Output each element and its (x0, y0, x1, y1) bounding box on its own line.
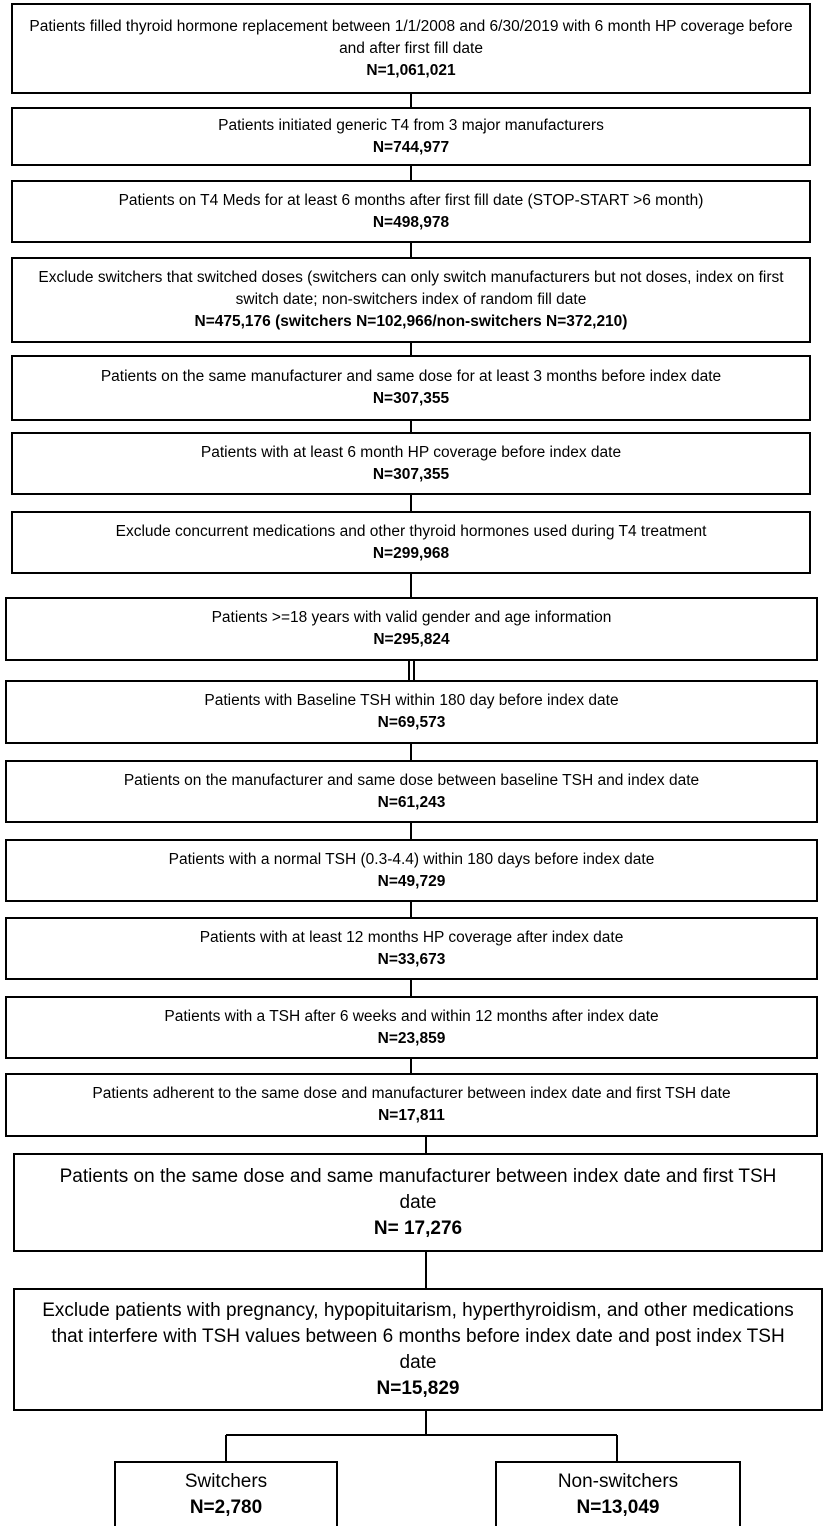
step-description: Exclude concurrent medications and other… (115, 522, 707, 540)
step-count: N=299,968 (372, 544, 450, 562)
step-description: Patients on the same dose and same manuf… (59, 1165, 777, 1213)
group-label: Switchers (184, 1470, 268, 1492)
step-box: Patients >=18 years with valid gender an… (5, 597, 818, 661)
step-count: N=498,978 (372, 213, 450, 231)
step-description: Patients initiated generic T4 from 3 maj… (218, 116, 604, 134)
group-count: N=2,780 (189, 1496, 263, 1518)
step-box: Patients on the same dose and same manuf… (13, 1153, 823, 1252)
step-count: N=1,061,021 (366, 61, 456, 79)
step-box: Patients on T4 Meds for at least 6 month… (11, 180, 811, 243)
step-box: Exclude switchers that switched doses (s… (11, 257, 811, 343)
step-box: Patients with a normal TSH (0.3-4.4) wit… (5, 839, 818, 902)
step-count: N=307,355 (372, 465, 450, 483)
step-description: Exclude switchers that switched doses (s… (38, 269, 784, 308)
step-box: Patients adherent to the same dose and m… (5, 1073, 818, 1137)
step-description: Patients with a TSH after 6 weeks and wi… (164, 1007, 659, 1025)
step-count: N=295,824 (373, 631, 450, 648)
group-box-non-switchers: Non-switchers N=13,049 (495, 1461, 741, 1526)
step-box: Patients with Baseline TSH within 180 da… (5, 680, 818, 744)
step-description: Patients on the manufacturer and same do… (123, 771, 700, 789)
step-count: N=307,355 (372, 390, 450, 407)
step-box: Patients on the same manufacturer and sa… (11, 355, 811, 421)
step-description: Patients with Baseline TSH within 180 da… (204, 692, 619, 709)
step-box: Exclude patients with pregnancy, hypopit… (13, 1288, 823, 1411)
step-description: Patients adherent to the same dose and m… (92, 1085, 731, 1102)
step-description: Patients filled thyroid hormone replacem… (29, 17, 793, 57)
step-description: Patients >=18 years with valid gender an… (211, 609, 612, 626)
step-description: Patients on T4 Meds for at least 6 month… (118, 191, 704, 209)
group-box-switchers: Switchers N=2,780 (114, 1461, 338, 1526)
step-count: N=15,829 (376, 1377, 460, 1399)
step-box: Patients with at least 12 months HP cove… (5, 917, 818, 980)
step-box: Patients with a TSH after 6 weeks and wi… (5, 996, 818, 1059)
step-count: N=475,176 (switchers N=102,966/non-switc… (194, 313, 628, 330)
step-count: N=744,977 (372, 138, 450, 156)
step-count: N=23,859 (377, 1029, 446, 1047)
step-box: Patients on the manufacturer and same do… (5, 760, 818, 823)
step-box: Patients with at least 6 month HP covera… (11, 432, 811, 495)
step-description: Exclude patients with pregnancy, hypopit… (42, 1299, 794, 1373)
step-count: N=33,673 (377, 950, 446, 968)
step-description: Patients with a normal TSH (0.3-4.4) wit… (168, 850, 655, 868)
step-box: Exclude concurrent medications and other… (11, 511, 811, 574)
step-count: N=49,729 (377, 872, 446, 890)
group-count: N=13,049 (576, 1496, 660, 1518)
step-description: Patients with at least 6 month HP covera… (200, 443, 622, 461)
step-count: N=61,243 (377, 793, 446, 811)
step-box: Patients initiated generic T4 from 3 maj… (11, 107, 811, 166)
step-box: Patients filled thyroid hormone replacem… (11, 3, 811, 94)
step-count: N= 17,276 (373, 1217, 463, 1239)
step-description: Patients with at least 12 months HP cove… (199, 928, 624, 946)
step-count: N=69,573 (377, 714, 446, 731)
step-description: Patients on the same manufacturer and sa… (100, 368, 722, 385)
step-count: N=17,811 (378, 1107, 445, 1124)
group-label: Non-switchers (557, 1470, 679, 1492)
